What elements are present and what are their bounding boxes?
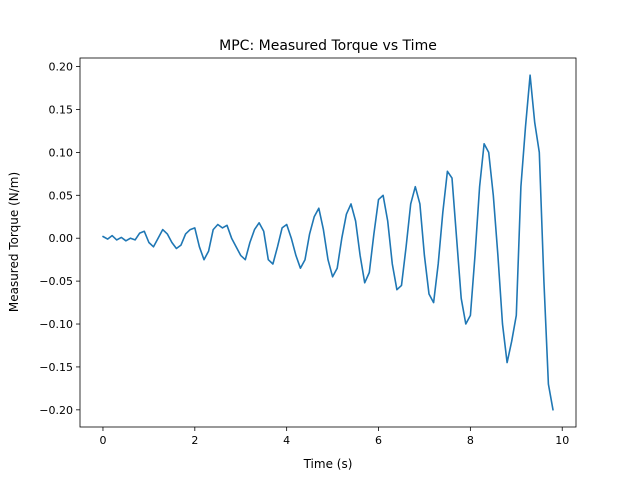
y-tick-label: 0.00 [49,232,74,245]
plot-frame [79,57,577,428]
y-tick-label: 0.15 [49,103,74,116]
plot-background [80,58,576,427]
x-axis-label: Time (s) [303,457,353,471]
x-tick-label: 10 [555,434,569,447]
y-tick-label: −0.10 [39,318,73,331]
y-tick-label: 0.10 [49,146,74,159]
x-tick-label: 8 [467,434,474,447]
x-tick-label: 0 [99,434,106,447]
series-layer [102,74,554,411]
y-axis-label: Measured Torque (N/m) [7,172,21,312]
y-tick-label: 0.05 [49,189,74,202]
chart-title: MPC: Measured Torque vs Time [219,38,437,54]
y-tick-label: 0.20 [49,61,74,74]
series-line [102,74,554,411]
ticks-layer: 0 2 4 6 8 10 −0.20 −0.15 −0.10 −0.05 0.00 0.05 0.10 0… [39,61,569,447]
x-tick-label: 4 [283,434,290,447]
x-tick-label: 6 [375,434,382,447]
y-tick-label: −0.20 [39,404,73,417]
y-tick-label: −0.05 [39,275,73,288]
y-tick-label: −0.15 [39,361,73,374]
x-tick-label: 2 [191,434,198,447]
